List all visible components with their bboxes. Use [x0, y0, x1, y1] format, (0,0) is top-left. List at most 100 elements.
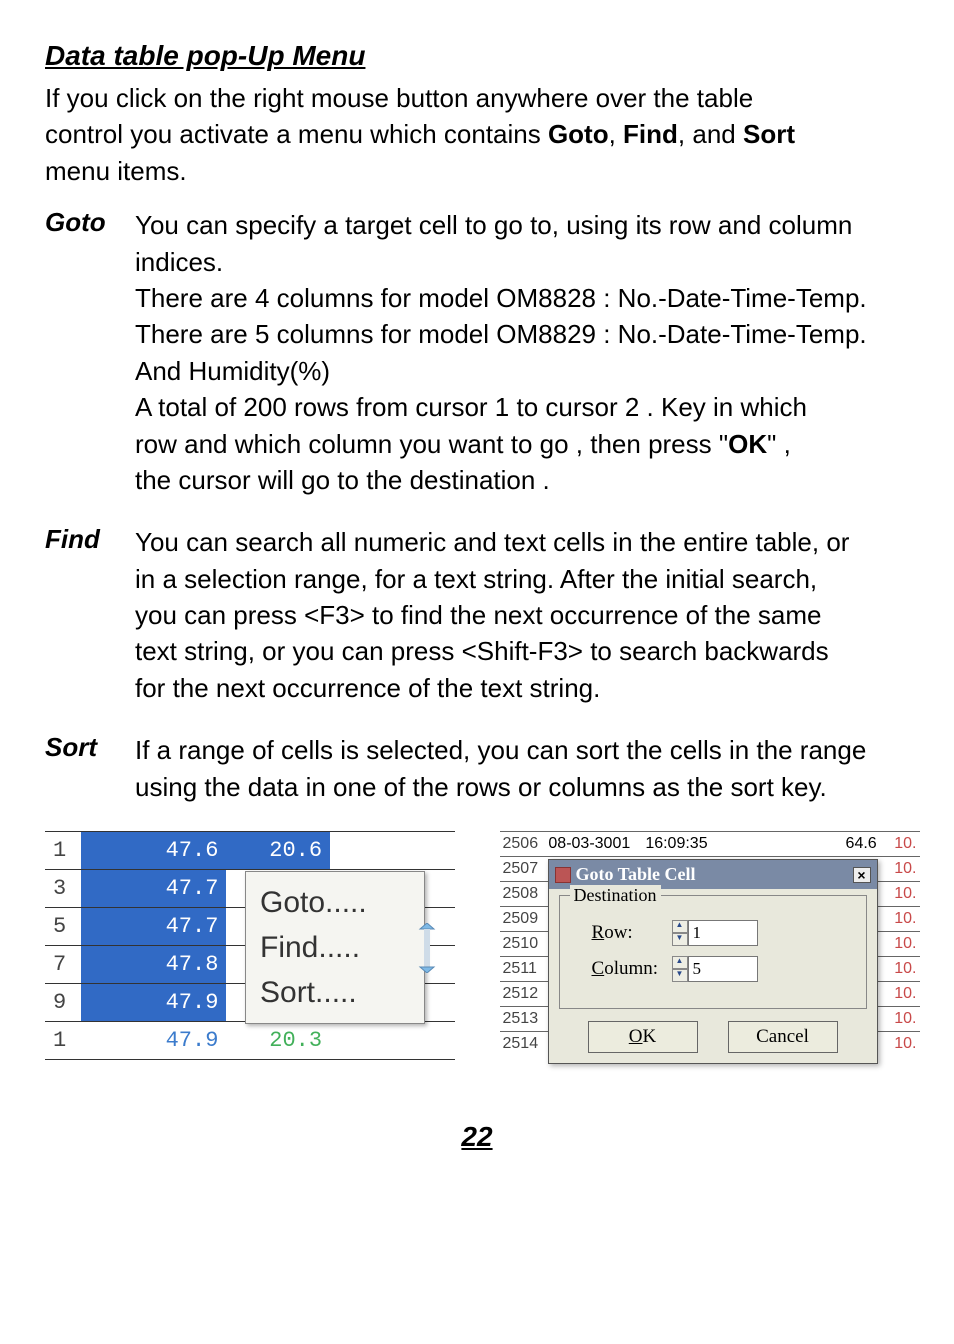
right-screenshot: 250608-03-300116:09:3564.610.250710.2508…	[500, 831, 910, 1091]
section-heading: Data table pop-Up Menu	[45, 40, 909, 72]
intro-comma2: , and	[678, 119, 743, 149]
row-input[interactable]	[688, 920, 758, 946]
row-spin-down[interactable]: ▼	[672, 933, 688, 946]
col-spin-down[interactable]: ▼	[672, 969, 688, 982]
row-label: Row:	[592, 922, 662, 944]
bg-c1: 2509	[500, 907, 546, 932]
bg-c5: 10.	[880, 1007, 920, 1032]
goto-p5: And Humidity(%)	[135, 356, 330, 386]
cell-a: 47.9	[81, 984, 226, 1022]
find-p2: in a selection range, for a text string.…	[135, 564, 817, 594]
goto-p4: There are 5 columns for model OM8829 : N…	[135, 319, 867, 349]
find-p1: You can search all numeric and text cell…	[135, 527, 849, 557]
row-spin-up[interactable]: ▲	[672, 920, 688, 933]
cancel-button[interactable]: Cancel	[728, 1021, 838, 1053]
goto-dialog: Goto Table Cell × Destination Row: ▲▼ Co…	[548, 859, 878, 1064]
bg-c5: 10.	[880, 907, 920, 932]
find-p3: you can press <F3> to find the next occu…	[135, 600, 822, 630]
cell-a: 47.9	[81, 1022, 226, 1060]
sort-label: Sort	[45, 732, 135, 805]
bg-c5: 10.	[880, 1032, 920, 1057]
goto-p7a: row and which column you want to go , th…	[135, 429, 728, 459]
bg-c1: 2514	[500, 1032, 546, 1057]
find-entry: Find You can search all numeric and text…	[45, 524, 909, 706]
row-index: 1	[45, 1022, 81, 1060]
cell-a: 47.7	[81, 870, 226, 908]
close-button[interactable]: ×	[853, 867, 871, 883]
goto-entry: Goto You can specify a target cell to go…	[45, 207, 909, 498]
bg-c5: 10.	[880, 882, 920, 907]
row-field-container: Row: ▲▼	[592, 920, 834, 946]
sort-p2: using the data in one of the rows or col…	[135, 772, 827, 802]
bg-c1: 2512	[500, 982, 546, 1007]
cell-a: 47.7	[81, 908, 226, 946]
goto-p6: A total of 200 rows from cursor 1 to cur…	[135, 392, 807, 422]
menu-find[interactable]: Find.....	[260, 925, 410, 970]
bg-table-row: 250608-03-300116:09:3564.610.	[500, 832, 920, 857]
dialog-buttons: OK Cancel	[559, 1021, 867, 1053]
goto-p1: You can specify a target cell to go to, …	[135, 210, 852, 240]
bg-c2: 08-03-3001	[545, 832, 642, 857]
menu-goto[interactable]: Goto.....	[260, 880, 410, 925]
row-spinner[interactable]: ▲▼	[672, 920, 758, 946]
intro-paragraph: If you click on the right mouse button a…	[45, 80, 909, 189]
intro-line-3: menu items.	[45, 156, 187, 186]
dialog-icon	[555, 867, 571, 883]
cell-a: 47.6	[81, 832, 226, 870]
cell-b: 20.6	[226, 832, 330, 870]
table-row: 147.620.6	[45, 832, 455, 870]
left-screenshot: 147.620.6347.7547.7747.8947.920.4147.920…	[45, 831, 455, 1091]
bg-c5: 10.	[880, 832, 920, 857]
find-p4: text string, or you can press <Shift-F3>…	[135, 636, 829, 666]
intro-sort: Sort	[743, 119, 795, 149]
bg-c1: 2510	[500, 932, 546, 957]
bg-c1: 2511	[500, 957, 546, 982]
sort-body: If a range of cells is selected, you can…	[135, 732, 866, 805]
goto-p7b: " ,	[767, 429, 791, 459]
find-label: Find	[45, 524, 135, 706]
goto-p8: the cursor will go to the destination .	[135, 465, 550, 495]
dialog-title: Goto Table Cell	[576, 864, 848, 885]
ok-button[interactable]: OK	[588, 1021, 698, 1053]
sort-entry: Sort If a range of cells is selected, yo…	[45, 732, 909, 805]
cell-empty	[330, 1022, 454, 1060]
bg-c1: 2507	[500, 857, 546, 882]
col-spin-up[interactable]: ▲	[672, 956, 688, 969]
row-index: 9	[45, 984, 81, 1022]
menu-sort[interactable]: Sort.....	[260, 970, 410, 1015]
bg-c1: 2508	[500, 882, 546, 907]
bg-c5: 10.	[880, 957, 920, 982]
bg-c1: 2506	[500, 832, 546, 857]
cell-a: 47.8	[81, 946, 226, 984]
col-label: Column:	[592, 958, 662, 980]
goto-p3: There are 4 columns for model OM8828 : N…	[135, 283, 867, 313]
sort-p1: If a range of cells is selected, you can…	[135, 735, 866, 765]
goto-body: You can specify a target cell to go to, …	[135, 207, 867, 498]
bg-c3: 16:09:35	[642, 832, 712, 857]
goto-p2: indices.	[135, 247, 223, 277]
dialog-body: Destination Row: ▲▼ Column: ▲▼	[549, 889, 877, 1063]
intro-line-2a: control you activate a menu which contai…	[45, 119, 548, 149]
col-input[interactable]	[688, 956, 758, 982]
cell-b: 20.3	[226, 1022, 330, 1060]
intro-line-1: If you click on the right mouse button a…	[45, 83, 753, 113]
context-menu: Goto..... Find..... Sort.....	[245, 871, 425, 1024]
col-field-container: Column: ▲▼	[592, 956, 834, 982]
row-index: 1	[45, 832, 81, 870]
intro-goto: Goto	[548, 119, 609, 149]
col-spinner[interactable]: ▲▼	[672, 956, 758, 982]
bg-c4: 64.6	[712, 832, 879, 857]
table-row: 147.920.3	[45, 1022, 455, 1060]
find-body: You can search all numeric and text cell…	[135, 524, 849, 706]
fieldset-legend: Destination	[570, 885, 661, 906]
row-index: 3	[45, 870, 81, 908]
destination-fieldset: Destination Row: ▲▼ Column: ▲▼	[559, 895, 867, 1009]
intro-comma1: ,	[609, 119, 623, 149]
bg-c5: 10.	[880, 932, 920, 957]
bg-c5: 10.	[880, 982, 920, 1007]
menu-scroll-icon	[416, 923, 438, 973]
goto-ok: OK	[728, 429, 767, 459]
goto-label: Goto	[45, 207, 135, 498]
bg-c1: 2513	[500, 1007, 546, 1032]
cell-empty	[330, 832, 454, 870]
